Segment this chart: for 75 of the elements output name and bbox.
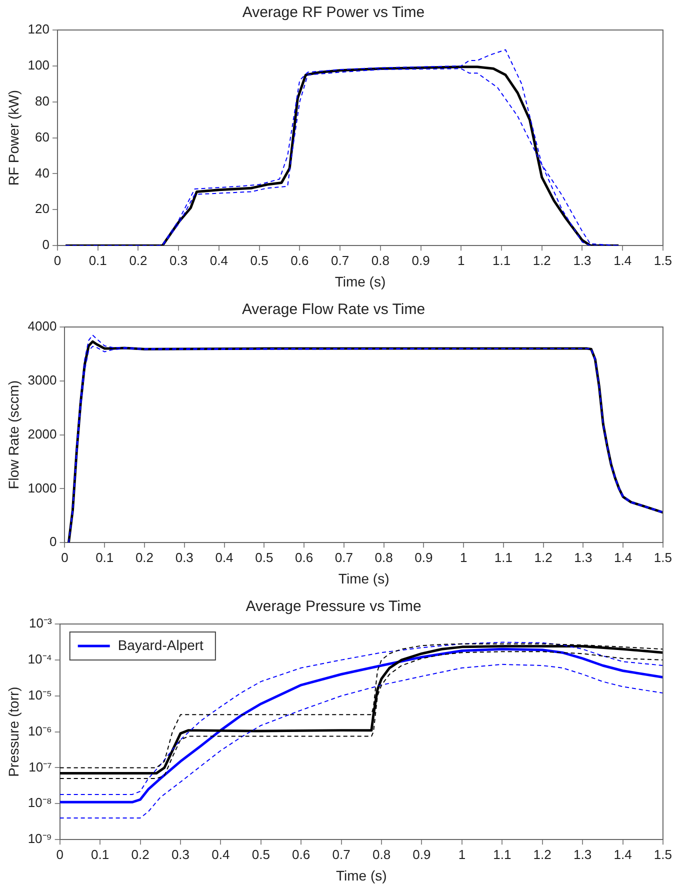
y-tick-label: 2000 (28, 426, 57, 442)
x-tick-label: 0.7 (334, 550, 353, 565)
y-tick-label: 120 (28, 22, 50, 37)
x-tick-label: 1.1 (493, 846, 512, 862)
x-tick-label: 0.4 (212, 846, 230, 862)
y-tick-label: 0 (42, 237, 50, 252)
x-axis-title: Time (s) (336, 867, 387, 884)
x-tick-label: 0.9 (412, 252, 430, 268)
y-tick-label: 40 (35, 165, 50, 180)
legend-label: Bayard-Alpert (118, 636, 204, 653)
y-tick-label: 10⁻³ (29, 616, 53, 631)
y-tick-label: 10⁻⁸ (28, 795, 52, 810)
y-tick-label: 10⁻⁵ (28, 687, 52, 702)
y-axis-title: Flow Rate (sccm) (5, 380, 22, 490)
x-tick-label: 1.2 (533, 846, 552, 862)
x-tick-label: 0.3 (171, 846, 190, 862)
x-tick-label: 1 (458, 252, 465, 268)
x-tick-label: 0.3 (175, 550, 194, 565)
x-tick-label: 0.9 (414, 550, 433, 565)
y-tick-label: 4000 (28, 318, 57, 334)
y-axis-title: RF Power (kW) (5, 90, 22, 186)
x-tick-label: 0.5 (255, 550, 274, 565)
y-tick-label: 10⁻⁴ (28, 652, 52, 667)
x-tick-label: 0.7 (332, 846, 350, 862)
x-axis-title: Time (s) (338, 570, 390, 586)
y-tick-label: 10⁻⁹ (28, 831, 52, 846)
x-tick-label: 0.8 (372, 846, 391, 862)
y-axis-title: Pressure (torr) (5, 686, 22, 777)
x-tick-label: 0.1 (96, 550, 114, 565)
x-tick-label: 0.2 (135, 550, 154, 565)
x-tick-label: 1 (460, 550, 468, 565)
x-tick-label: 0.5 (250, 252, 268, 268)
chart-title: Average Flow Rate vs Time (242, 301, 426, 318)
x-tick-label: 1.1 (494, 550, 512, 565)
x-tick-label: 1.4 (614, 252, 632, 268)
y-tick-label: 0 (49, 534, 57, 550)
x-tick-label: 1.3 (574, 846, 592, 862)
x-tick-label: 1.5 (654, 252, 672, 268)
x-tick-label: 1 (458, 846, 466, 862)
x-tick-label: 1.4 (614, 550, 632, 565)
x-tick-label: 0.5 (252, 846, 270, 862)
x-tick-label: 1.3 (573, 252, 592, 268)
y-tick-label: 10⁻⁷ (28, 759, 52, 774)
y-tick-label: 10⁻⁶ (28, 723, 52, 738)
x-tick-label: 1.5 (654, 550, 672, 565)
x-tick-label: 0.6 (294, 550, 314, 565)
y-tick-label: 20 (35, 201, 50, 216)
chart-title: Average Pressure vs Time (246, 598, 422, 616)
x-tick-label: 1.1 (492, 252, 511, 268)
x-tick-label: 0.3 (170, 252, 188, 268)
x-tick-label: 0.4 (210, 252, 228, 268)
x-tick-label: 1.4 (614, 846, 632, 862)
x-tick-label: 0.6 (290, 252, 309, 268)
x-tick-label: 0.8 (371, 252, 390, 268)
x-tick-label: 0.8 (374, 550, 393, 565)
x-tick-label: 0.1 (88, 252, 107, 268)
chart-title: Average RF Power vs Time (242, 4, 425, 22)
x-tick-label: 1.2 (534, 550, 552, 565)
y-tick-label: 3000 (28, 372, 57, 388)
x-tick-label: 1.2 (532, 252, 551, 268)
y-tick-label: 60 (35, 129, 50, 144)
x-tick-label: 0.9 (412, 846, 431, 862)
x-axis-title: Time (s) (334, 273, 386, 290)
y-tick-label: 1000 (28, 480, 57, 496)
x-tick-label: 0.4 (215, 550, 234, 565)
x-tick-label: 0.1 (91, 846, 110, 862)
x-tick-label: 0.7 (331, 252, 350, 268)
x-tick-label: 1.5 (654, 846, 672, 862)
x-tick-label: 0 (61, 550, 68, 565)
x-tick-label: 0.2 (129, 252, 148, 268)
y-tick-label: 80 (35, 93, 50, 108)
x-tick-label: 0.2 (131, 846, 150, 862)
x-tick-label: 1.3 (574, 550, 592, 565)
x-tick-label: 0.6 (292, 846, 310, 862)
y-tick-label: 100 (28, 58, 50, 73)
